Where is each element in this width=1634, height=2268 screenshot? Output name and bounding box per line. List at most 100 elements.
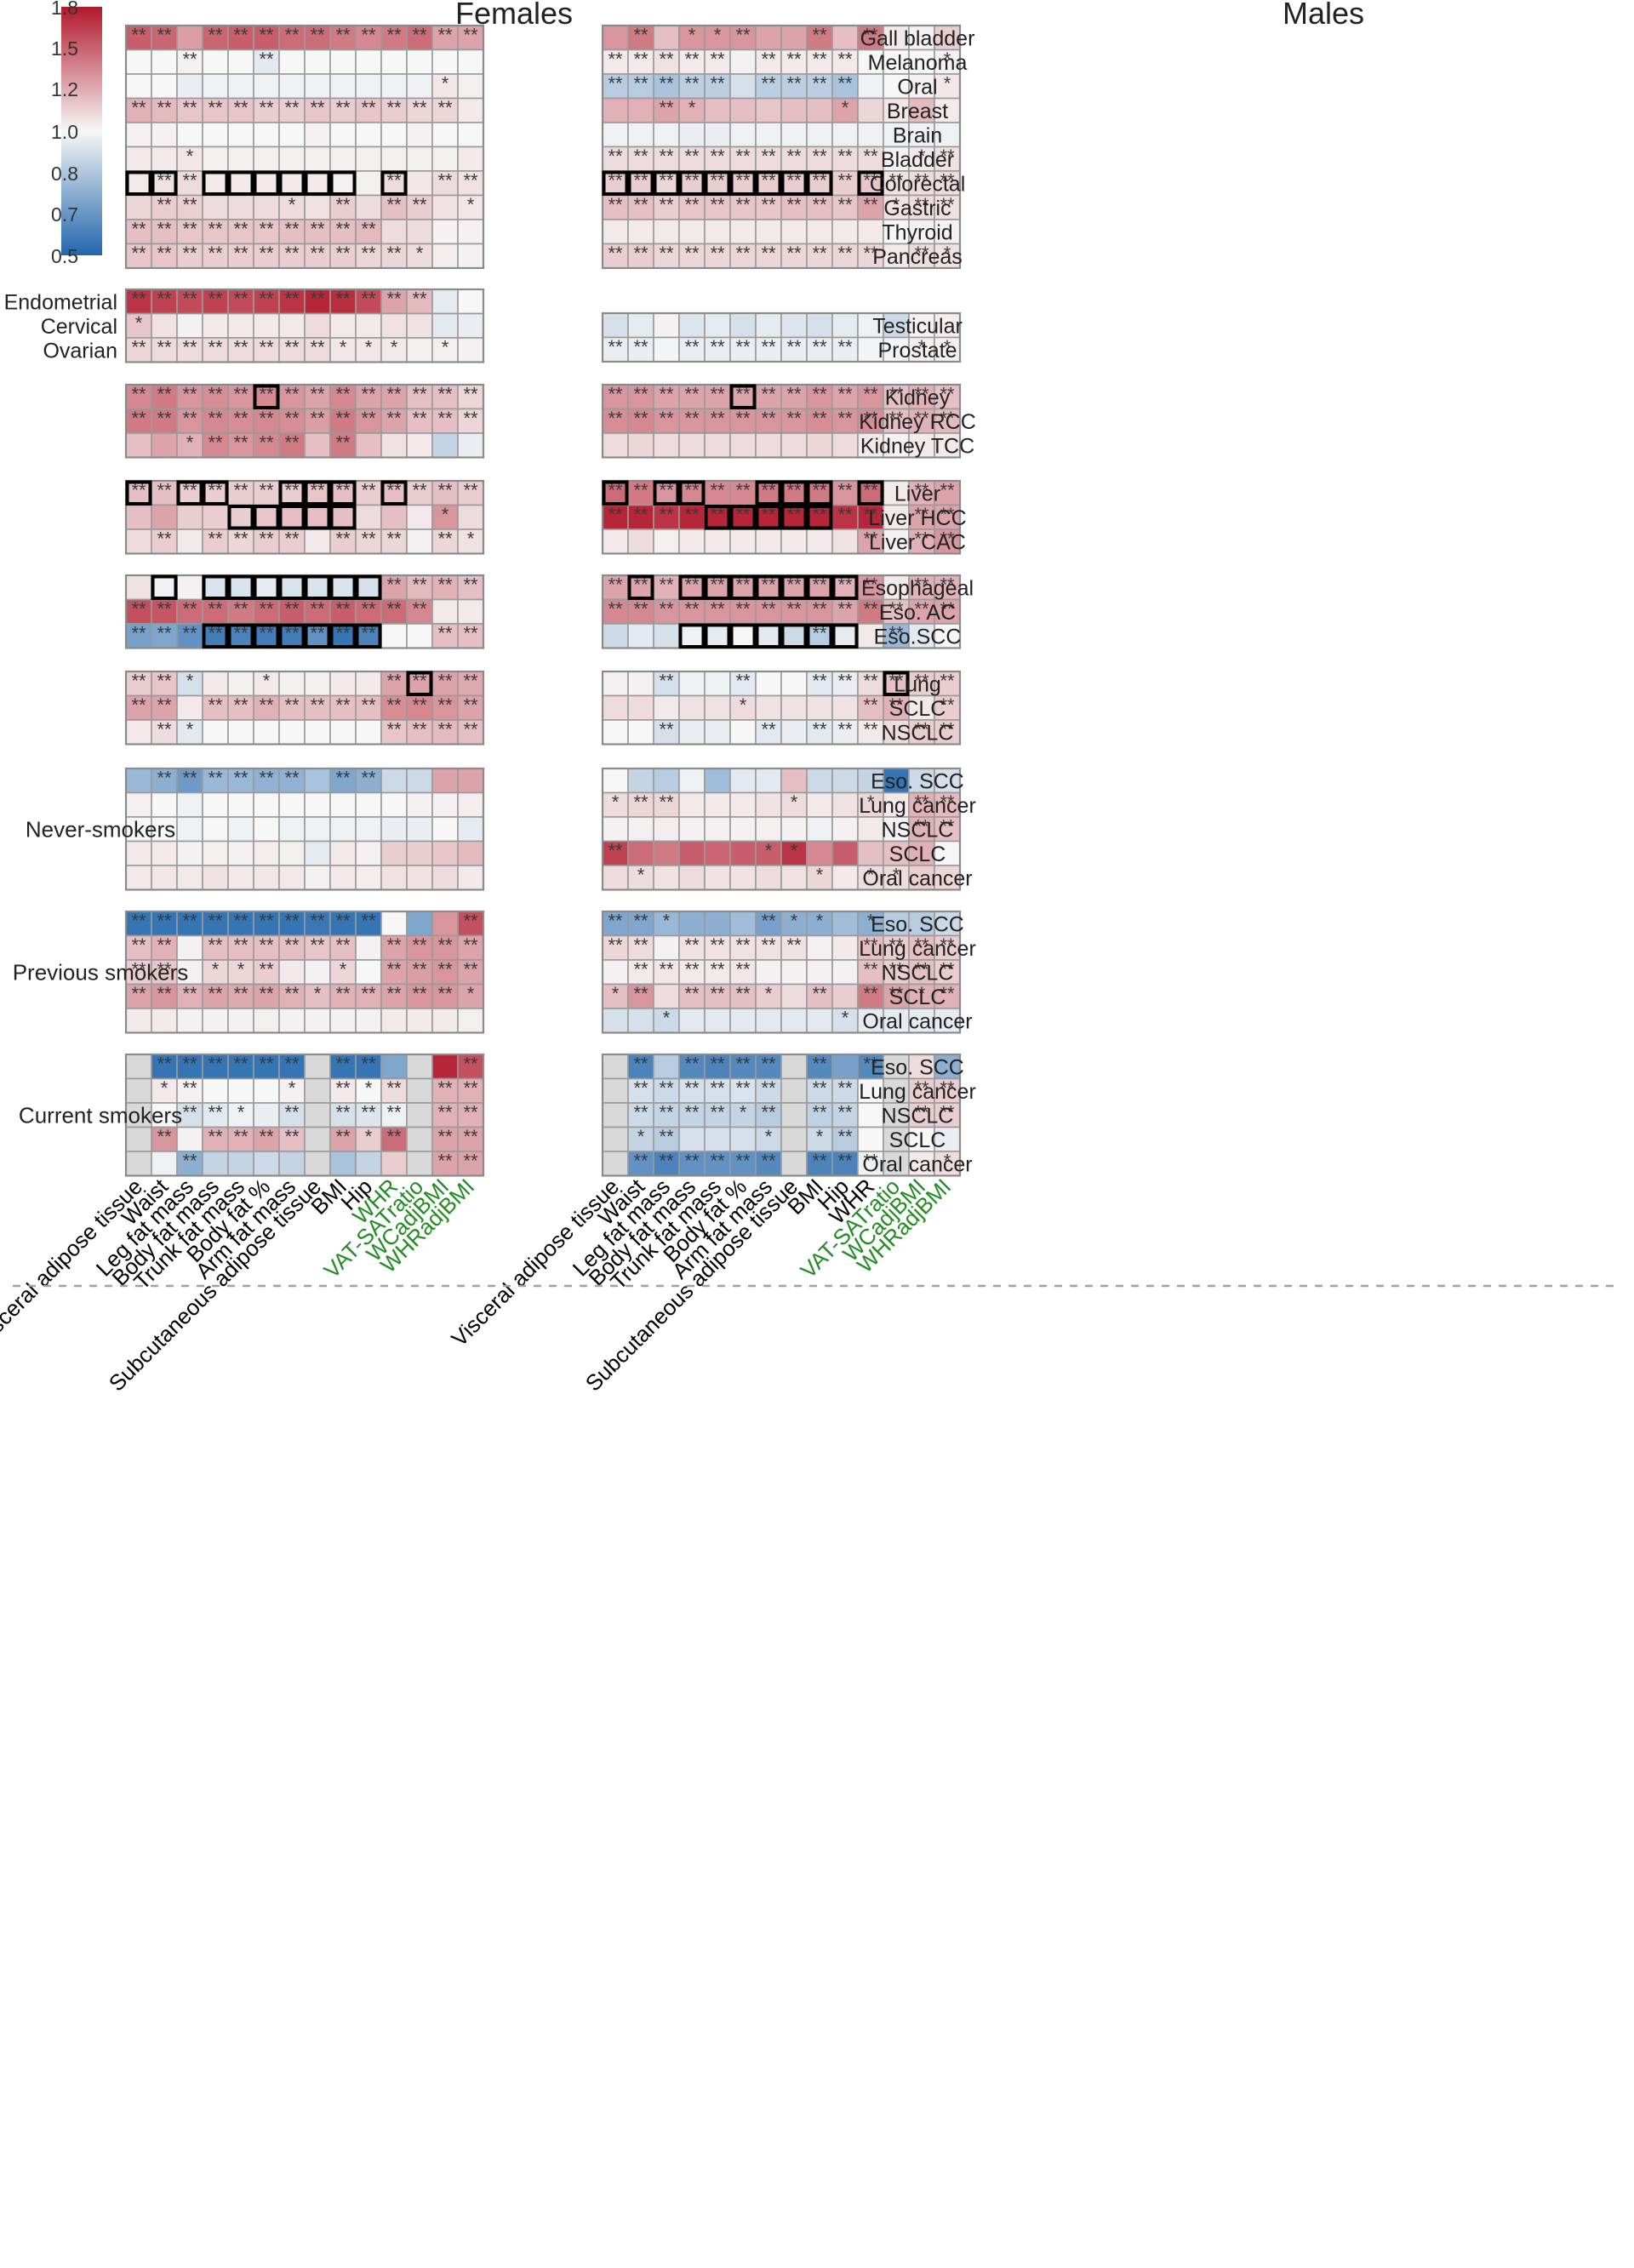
heatmap-cell (883, 528, 910, 555)
significance-star: ** (940, 194, 955, 215)
significance-star: ** (208, 1126, 223, 1147)
highlight-box (857, 480, 884, 506)
significance-star: ** (940, 934, 955, 956)
heatmap-cell (151, 959, 178, 985)
significance-star: ** (659, 598, 674, 620)
heatmap-cell (329, 408, 357, 434)
heatmap-cell (227, 1126, 254, 1152)
significance-star: ** (259, 983, 274, 1004)
heatmap-cell (202, 574, 229, 601)
heatmap-cell (202, 49, 229, 75)
heatmap-cell (253, 574, 280, 601)
heatmap-cell (857, 1102, 884, 1128)
heatmap-cell (151, 504, 178, 530)
significance-star: ** (157, 718, 172, 740)
heatmap-cell (176, 219, 203, 245)
significance-star: ** (182, 767, 197, 788)
significance-star: * (944, 72, 951, 94)
heatmap-cell (678, 934, 706, 961)
significance-star: ** (412, 97, 427, 118)
heatmap-cell (355, 170, 382, 197)
heatmap-cell (602, 432, 629, 459)
significance-star: ** (888, 694, 904, 716)
heatmap-cell (653, 865, 680, 891)
heatmap-cell (780, 1151, 808, 1177)
significance-star: ** (684, 1077, 700, 1099)
significance-star: ** (437, 528, 453, 549)
significance-star: ** (659, 243, 674, 264)
heatmap-cell (704, 1126, 731, 1152)
heatmap-cell (755, 219, 782, 245)
heatmap-cell (729, 122, 757, 148)
heatmap-cell (355, 146, 382, 172)
significance-star: ** (412, 479, 427, 500)
significance-star: ** (863, 670, 878, 691)
heatmap-cell (602, 219, 629, 245)
heatmap-cell (678, 97, 706, 123)
heatmap-cell (227, 73, 254, 100)
heatmap-cell (780, 122, 808, 148)
heatmap-cell (202, 840, 229, 866)
significance-star: ** (157, 479, 172, 500)
significance-star: ** (735, 479, 751, 500)
heatmap-cell (202, 170, 229, 197)
heatmap-cell (806, 694, 833, 721)
significance-star: ** (710, 983, 725, 1004)
heatmap-cell (380, 122, 408, 148)
significance-star: ** (157, 194, 172, 215)
heatmap-cell (729, 219, 757, 245)
significance-star: ** (914, 718, 929, 740)
highlight-box (253, 623, 280, 648)
colorbar-gradient (61, 7, 102, 255)
heatmap-cell (253, 312, 280, 339)
heatmap-cell (457, 194, 484, 220)
heatmap-cell (227, 865, 254, 891)
significance-star: ** (633, 479, 648, 500)
heatmap-cell (253, 719, 280, 746)
significance-star: ** (233, 479, 249, 500)
heatmap-cell (176, 865, 203, 891)
heatmap-cell (380, 49, 408, 75)
heatmap-cell (755, 768, 782, 794)
heatmap-cell (729, 816, 757, 843)
significance-star: ** (659, 194, 674, 215)
highlight-box (627, 170, 654, 196)
heatmap-cell (176, 1008, 203, 1034)
heatmap-cell (202, 959, 229, 985)
significance-star: ** (633, 243, 648, 264)
significance-star: ** (812, 598, 827, 620)
significance-star: ** (761, 1101, 776, 1123)
significance-star: ** (914, 504, 929, 525)
significance-star: ** (659, 72, 674, 94)
highlight-box (202, 480, 229, 506)
heatmap-cell (883, 504, 910, 530)
significance-star: * (893, 864, 900, 885)
significance-star: ** (812, 408, 827, 429)
row-label: NSCLC (882, 961, 954, 985)
heatmap-cell (457, 384, 484, 410)
heatmap-cell (253, 170, 280, 197)
significance-star: ** (812, 622, 827, 643)
heatmap-cell (406, 504, 433, 530)
heatmap-cell (355, 719, 382, 746)
significance-star: ** (361, 910, 376, 931)
heatmap-cell (304, 504, 331, 530)
heatmap-cell (678, 911, 706, 937)
significance-star: ** (888, 958, 904, 980)
significance-star: ** (633, 169, 648, 191)
heatmap-cell (253, 194, 280, 220)
significance-star: * (340, 336, 347, 357)
significance-star: ** (761, 934, 776, 956)
heatmap-cell (329, 1102, 357, 1128)
significance-star: * (842, 1007, 849, 1028)
significance-star: ** (208, 910, 223, 931)
significance-star: ** (710, 243, 725, 264)
heatmap-cell (278, 1151, 306, 1177)
significance-star: ** (914, 934, 929, 956)
significance-star: ** (761, 49, 776, 70)
significance-star: * (918, 336, 926, 357)
heatmap-cell (755, 671, 782, 697)
heatmap-cell (627, 719, 654, 746)
heatmap-cell (704, 623, 731, 649)
row-label: Oral cancer (862, 866, 972, 890)
